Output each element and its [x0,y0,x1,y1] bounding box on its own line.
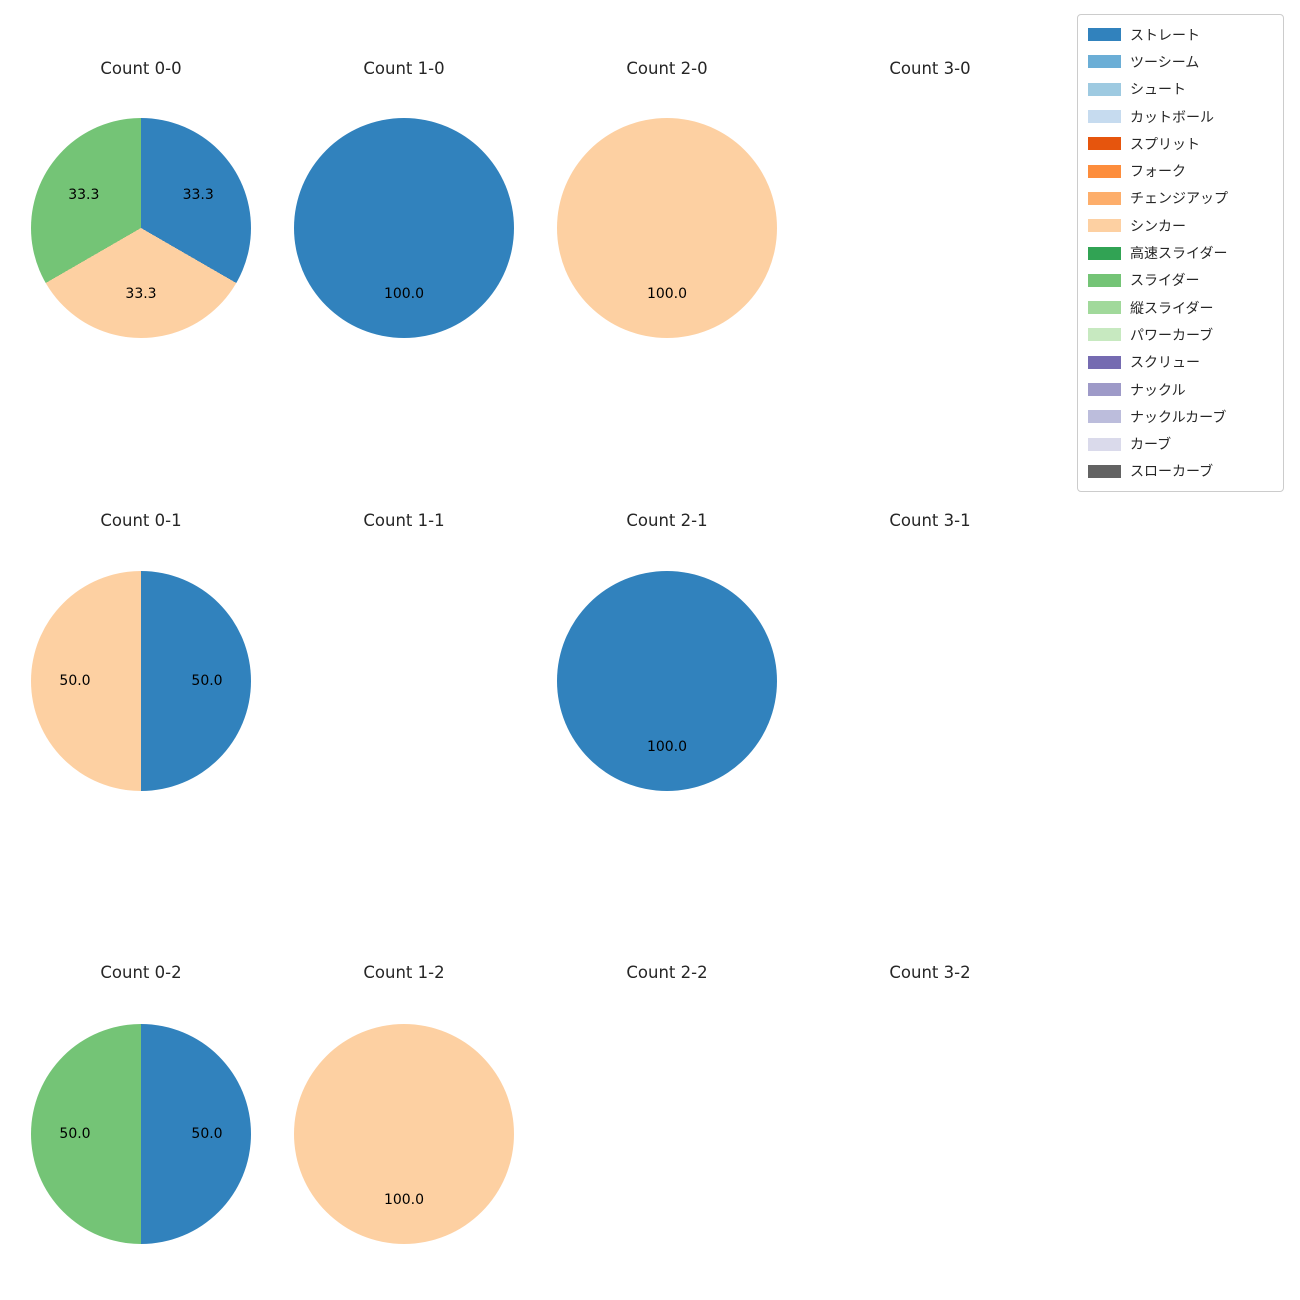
legend-item: ナックル [1088,376,1273,403]
legend-item: カットボール [1088,103,1273,130]
legend-swatch [1088,110,1121,124]
pie-chart [31,118,251,338]
chart-title: Count 2-1 [626,511,708,530]
legend-item: スクリュー [1088,349,1273,376]
pie-slice-label: 33.3 [125,286,157,302]
legend-item: カーブ [1088,430,1273,457]
pie-chart [294,118,514,338]
pie-chart [557,118,777,338]
legend-item: ストレート [1088,21,1273,48]
legend-swatch [1088,246,1121,260]
legend-label: チェンジアップ [1130,191,1228,208]
legend-item: シュート [1088,76,1273,103]
pie-slice-label: 100.0 [383,1192,425,1208]
pie-slice-label: 33.3 [182,187,214,203]
legend-item: フォーク [1088,157,1273,184]
legend-label: スローカーブ [1130,464,1214,481]
legend-item: チェンジアップ [1088,185,1273,212]
legend-item: 縦スライダー [1088,294,1273,321]
legend-label: カーブ [1130,437,1172,454]
pie-chart [31,1024,251,1244]
legend-swatch [1088,273,1121,287]
legend-label: スプリット [1130,136,1200,153]
legend-label: ツーシーム [1130,54,1200,71]
chart-title: Count 0-1 [100,511,182,530]
chart-title: Count 1-2 [363,963,445,982]
legend-label: パワーカーブ [1130,327,1214,344]
pie-slice-label: 50.0 [59,673,91,689]
pie-slice-label: 50.0 [59,1126,91,1142]
legend-swatch [1088,164,1121,178]
pie-slice-label: 100.0 [383,286,425,302]
chart-title: Count 2-0 [626,59,708,78]
legend-item: シンカー [1088,212,1273,239]
pie-slice-label: 50.0 [191,673,223,689]
legend-swatch [1088,28,1121,42]
legend-item: スライダー [1088,267,1273,294]
chart-title: Count 3-1 [889,511,971,530]
legend-swatch [1088,383,1121,396]
pie-chart [294,1024,514,1244]
legend-item: 高速スライダー [1088,239,1273,266]
legend-item: ツーシーム [1088,48,1273,75]
pie-slice-label: 100.0 [646,286,688,302]
legend-label: ストレート [1130,27,1200,44]
legend-label: 高速スライダー [1130,246,1228,263]
legend-label: フォーク [1130,164,1186,181]
legend-label: ナックルカーブ [1130,409,1227,426]
pie-slice-label: 100.0 [646,739,688,755]
chart-title: Count 0-2 [100,963,182,982]
legend-label: ナックル [1130,382,1186,399]
legend-swatch [1088,82,1121,96]
pie-chart [557,571,777,791]
legend-item: スプリット [1088,130,1273,157]
chart-title: Count 3-0 [889,59,971,78]
legend-label: スクリュー [1130,355,1200,372]
chart-title: Count 1-1 [363,511,445,530]
legend-swatch [1088,328,1121,342]
chart-title: Count 3-2 [889,963,971,982]
pie-slice-label: 50.0 [191,1126,223,1142]
legend-label: 縦スライダー [1130,300,1214,317]
legend-swatch [1088,191,1121,205]
legend-swatch [1088,137,1121,151]
legend-item: ナックルカーブ [1088,403,1273,430]
legend-label: カットボール [1130,109,1214,126]
pie-chart [31,571,251,791]
chart-title: Count 1-0 [363,59,445,78]
legend-swatch [1088,55,1121,69]
chart-title: Count 0-0 [100,59,182,78]
legend-item: パワーカーブ [1088,321,1273,348]
legend-label: シュート [1130,82,1186,99]
chart-title: Count 2-2 [626,963,708,982]
legend-swatch [1088,437,1121,451]
legend-swatch [1088,464,1121,478]
legend-swatch [1088,410,1121,424]
legend-label: スライダー [1130,273,1200,290]
legend-swatch [1088,301,1121,315]
legend-swatch [1088,355,1121,369]
legend-label: シンカー [1130,218,1186,235]
legend: ストレートツーシームシュートカットボール スプリットフォークチェンジアップ シンカー… [1077,14,1284,493]
legend-item: スローカーブ [1088,458,1273,485]
legend-swatch [1088,219,1121,233]
pie-slice-label: 33.3 [68,187,100,203]
